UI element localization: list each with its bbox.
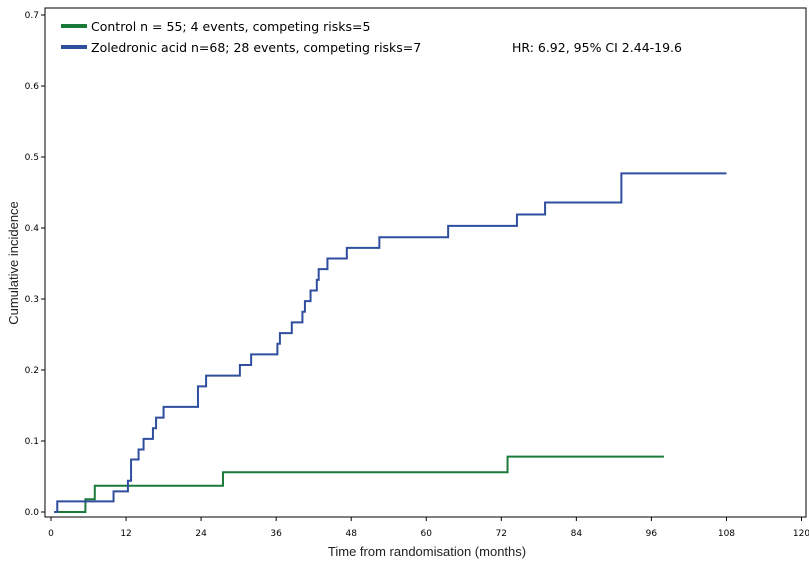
zoledronic-step-line (54, 172, 727, 513)
x-axis-title: Time from randomisation (months) (328, 544, 526, 559)
y-axis-title: Cumulative incidence (6, 201, 21, 325)
y-tick-label: 0.0 (25, 508, 40, 518)
y-axis-ticks: 0.0 0.1 0.2 0.3 0.4 0.5 0.6 0.7 (25, 11, 45, 518)
x-tick-label: 0 (48, 529, 54, 539)
y-tick-label: 0.1 (25, 437, 39, 447)
y-tick-label: 0.4 (25, 224, 40, 234)
legend: Control n = 55; 4 events, competing risk… (61, 19, 421, 55)
y-tick-label: 0.6 (25, 82, 40, 92)
x-tick-label: 84 (571, 529, 583, 539)
x-tick-label: 60 (421, 529, 433, 539)
legend-label-control: Control n = 55; 4 events, competing risk… (91, 19, 370, 34)
y-tick-label: 0.7 (25, 11, 39, 21)
plot-frame (44, 7, 807, 518)
x-tick-label: 72 (496, 529, 507, 539)
y-tick-label: 0.2 (25, 366, 39, 376)
series-lines (54, 172, 727, 513)
x-tick-label: 12 (120, 529, 131, 539)
x-axis-ticks: 0 12 24 36 48 60 72 84 96 108 120 (48, 517, 809, 539)
x-tick-label: 120 (793, 529, 809, 539)
x-tick-label: 48 (345, 529, 357, 539)
x-tick-label: 108 (718, 529, 735, 539)
y-tick-label: 0.3 (25, 295, 39, 305)
x-tick-label: 96 (646, 529, 658, 539)
legend-label-zoledronic: Zoledronic acid n=68; 28 events, competi… (91, 40, 421, 55)
x-tick-label: 36 (270, 529, 282, 539)
y-tick-label: 0.5 (25, 153, 39, 163)
hazard-ratio-annotation: HR: 6.92, 95% CI 2.44-19.6 (512, 40, 682, 55)
x-tick-label: 24 (195, 529, 207, 539)
control-step-line (54, 455, 664, 513)
